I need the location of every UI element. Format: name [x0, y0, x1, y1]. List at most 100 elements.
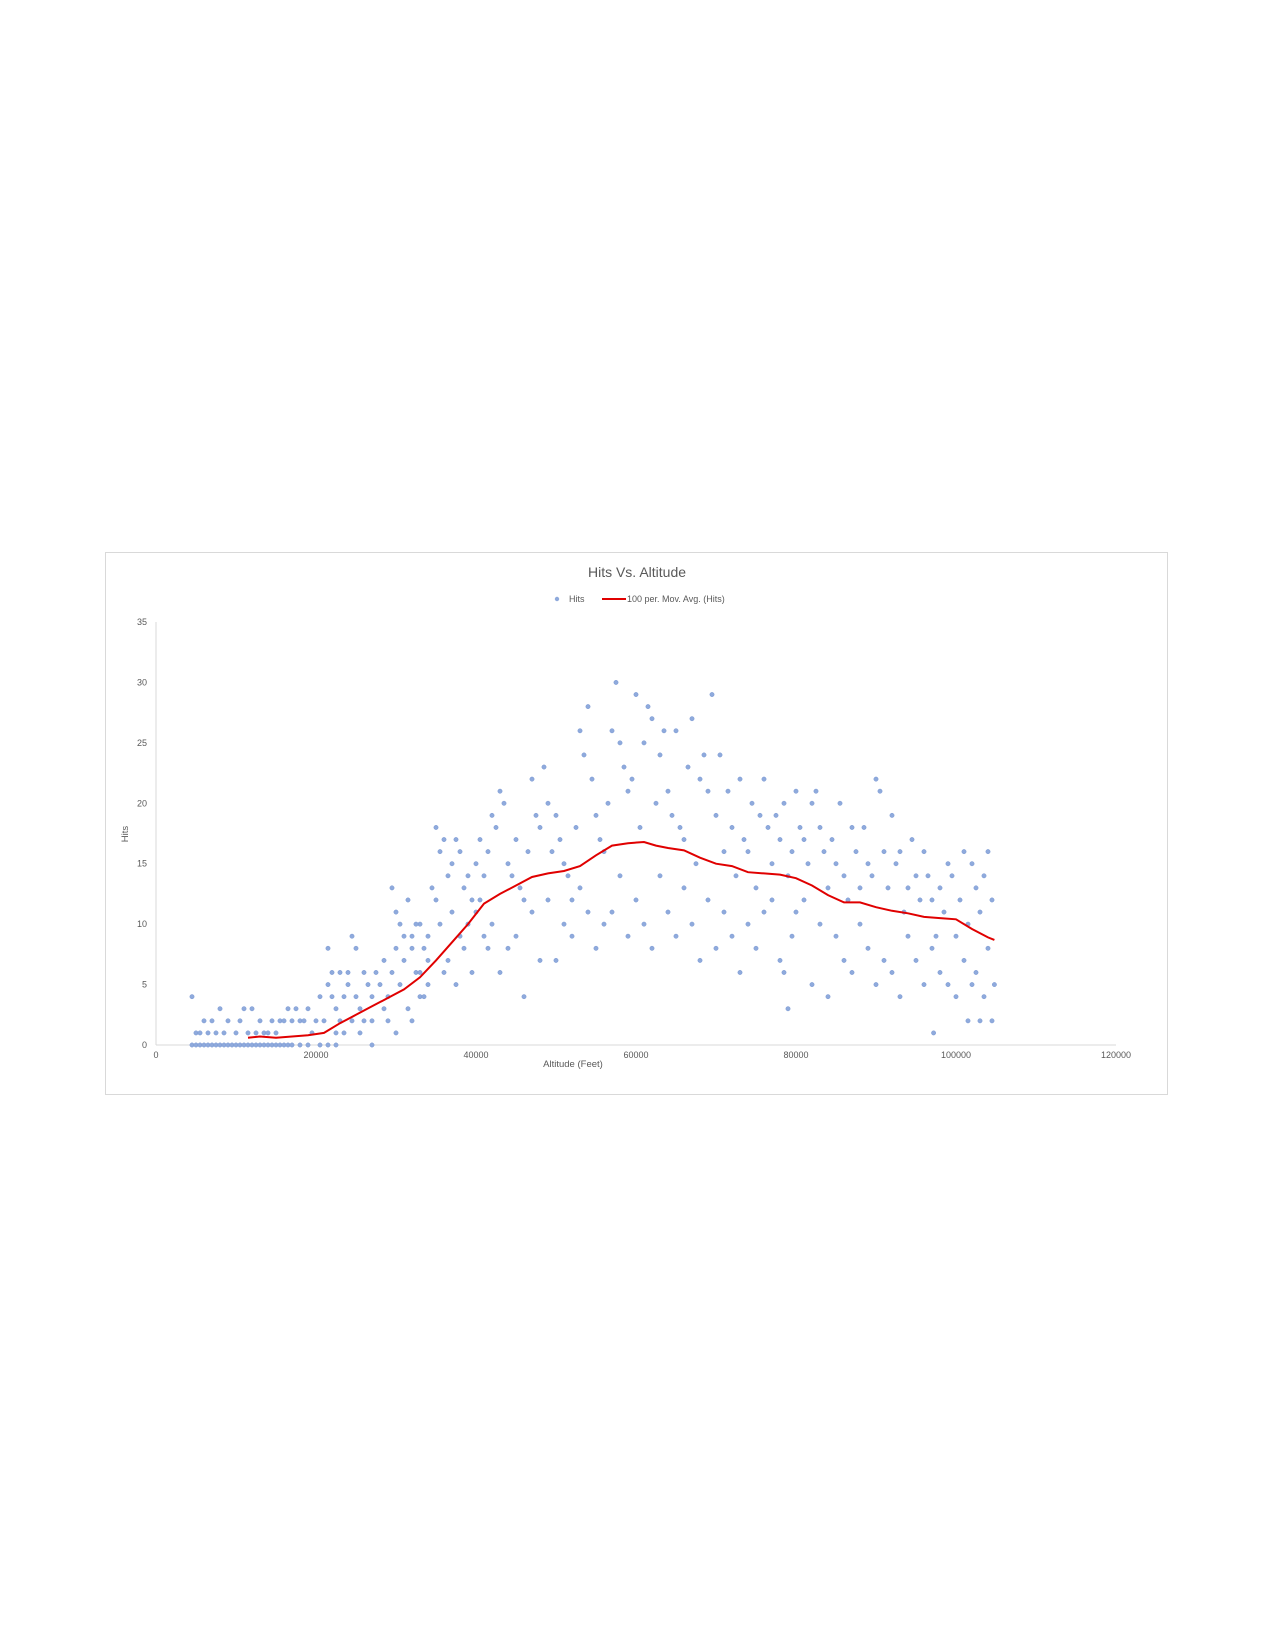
scatter-point [633, 897, 639, 903]
scatter-point [897, 994, 903, 1000]
scatter-point [205, 1042, 211, 1048]
scatter-point [569, 897, 575, 903]
scatter-point [269, 1042, 275, 1048]
scatter-point [681, 885, 687, 891]
scatter-point [641, 740, 647, 746]
scatter-point [333, 1006, 339, 1012]
scatter-point [789, 849, 795, 855]
scatter-point [361, 1018, 367, 1024]
scatter-point [257, 1018, 263, 1024]
y-tick-label: 20 [137, 798, 147, 808]
scatter-point [477, 897, 483, 903]
scatter-point [441, 837, 447, 842]
legend-scatter-label: Hits [569, 594, 585, 604]
scatter-point [501, 800, 507, 806]
scatter-point [549, 849, 555, 855]
scatter-point [981, 873, 987, 879]
scatter-point [737, 970, 743, 975]
scatter-point [769, 861, 775, 867]
scatter-point [221, 1042, 227, 1048]
scatter-point [393, 1030, 399, 1036]
scatter-point [817, 921, 823, 927]
scatter-point [789, 933, 795, 939]
scatter-point [933, 933, 939, 939]
scatter-point [473, 861, 479, 867]
scatter-point [961, 957, 967, 963]
scatter-point [693, 861, 699, 867]
scatter-point [201, 1018, 207, 1024]
scatter-point [913, 873, 919, 879]
scatter-point [757, 812, 763, 818]
scatter-point [633, 692, 639, 697]
moving-average-line [247, 840, 995, 1039]
scatter-point [513, 933, 519, 939]
scatter-point [761, 776, 767, 782]
scatter-point [249, 1006, 255, 1012]
scatter-point [849, 825, 855, 830]
scatter-point [721, 909, 727, 915]
scatter-point [345, 982, 351, 987]
scatter-point [409, 933, 415, 939]
scatter-point [733, 873, 739, 879]
x-tick-label: 80000 [783, 1050, 808, 1060]
scatter-point [301, 1018, 307, 1024]
scatter-point [413, 970, 419, 975]
scatter-point [745, 921, 751, 927]
scatter-point [221, 1030, 227, 1036]
scatter-point [565, 873, 571, 879]
scatter-point [805, 861, 811, 867]
scatter-point [685, 764, 691, 770]
scatter-point [421, 994, 427, 1000]
scatter-point [205, 1030, 211, 1036]
scatter-point [297, 1042, 303, 1048]
scatter-point [405, 1006, 411, 1012]
scatter-point [931, 1030, 936, 1036]
scatter-point [189, 1042, 195, 1048]
scatter-point [469, 897, 475, 903]
scatter-point [833, 933, 839, 939]
scatter-point [977, 1018, 983, 1024]
scatter-point [401, 933, 407, 939]
x-tick-label: 60000 [623, 1050, 648, 1060]
scatter-point [521, 897, 527, 903]
x-tick-label: 100000 [941, 1050, 971, 1060]
scatter-point [281, 1042, 287, 1048]
scatter-point [817, 825, 823, 830]
scatter-point [769, 897, 775, 903]
scatter-point [773, 812, 779, 818]
scatter-point [889, 812, 895, 818]
scatter-point [461, 945, 467, 951]
scatter-point [453, 982, 459, 987]
scatter-point [837, 800, 843, 806]
scatter-point [273, 1030, 279, 1036]
scatter-point [977, 909, 983, 915]
scatter-point [645, 704, 651, 710]
scatter-point [809, 800, 815, 806]
scatter-point [233, 1030, 239, 1036]
scatter-point [333, 1030, 339, 1036]
scatter-point [497, 788, 503, 794]
scatter-point [785, 1006, 791, 1012]
scatter-point [909, 837, 915, 842]
scatter-point [941, 909, 947, 915]
scatter-point [689, 921, 695, 927]
scatter-point [561, 861, 567, 867]
scatter-point [613, 680, 619, 685]
scatter-point [317, 1042, 323, 1048]
scatter-point [349, 933, 355, 939]
scatter-point [961, 849, 967, 855]
scatter-point [985, 849, 991, 855]
scatter-point [293, 1006, 299, 1012]
scatter-point [369, 1042, 375, 1048]
scatter-point [325, 1042, 331, 1048]
scatter-point [553, 812, 559, 818]
scatter-point [353, 994, 359, 1000]
scatter-point [505, 861, 511, 867]
x-tick-label: 120000 [1101, 1050, 1131, 1060]
scatter-point [237, 1018, 243, 1024]
scatter-point [225, 1042, 231, 1048]
scatter-point [717, 752, 723, 758]
scatter-point [209, 1042, 215, 1048]
scatter-point [873, 776, 879, 782]
scatter-point [657, 752, 663, 758]
